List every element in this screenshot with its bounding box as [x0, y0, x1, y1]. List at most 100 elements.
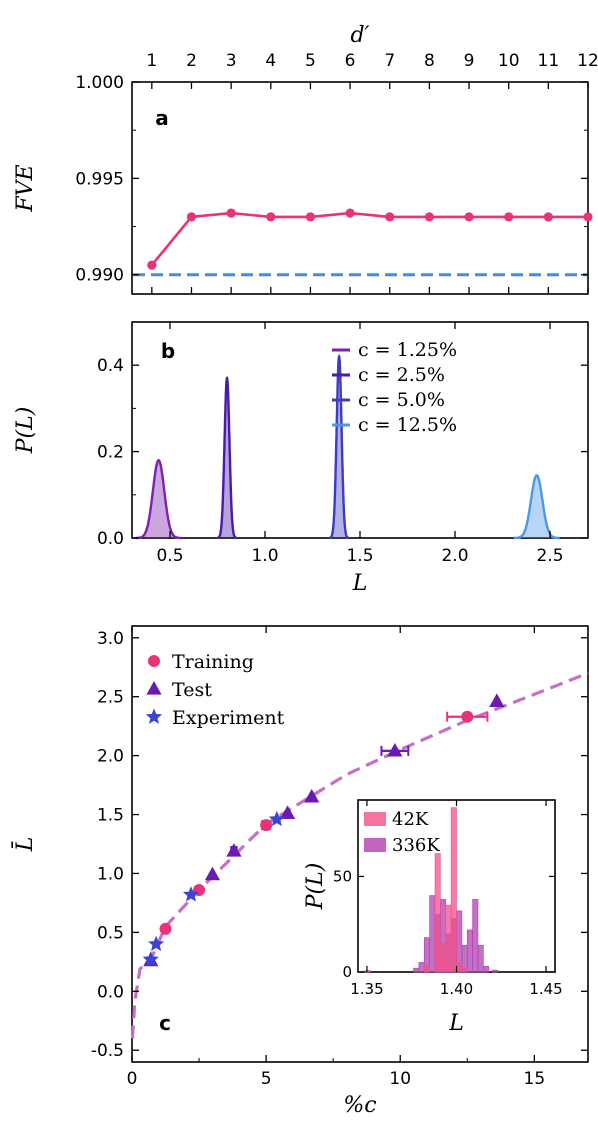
y-tick-label: 0.4 [97, 356, 124, 376]
x-tick-label: 12 [577, 51, 598, 71]
legend-label: c = 5.0% [358, 389, 445, 411]
data-point [305, 212, 316, 222]
distribution-fill [513, 475, 560, 538]
data-point [186, 212, 197, 222]
histogram-bar [440, 943, 447, 973]
histogram-bar [434, 853, 441, 973]
legend-label: c = 12.5% [358, 414, 457, 436]
test-point [204, 866, 221, 881]
y-tick-label: 3.0 [97, 629, 124, 649]
legend-marker [145, 708, 163, 724]
x-tick-label: 6 [345, 51, 356, 71]
inset-x-tick-label: 1.45 [529, 980, 562, 998]
y-tick-label: 2.5 [97, 688, 124, 708]
histogram-bar [466, 929, 473, 973]
data-point [226, 208, 236, 218]
x-tick-label: 0 [127, 1069, 138, 1089]
y-tick-label: 1.000 [75, 73, 124, 93]
experiment-point [182, 886, 200, 902]
y-tick-label: 0.2 [97, 443, 124, 463]
histogram-bar [450, 807, 457, 973]
y-axis-label: L̄ [11, 837, 38, 853]
x-tick-label: 8 [424, 51, 435, 71]
histogram-bar [477, 944, 484, 973]
x-tick-label: 2.5 [536, 546, 563, 566]
test-point [279, 805, 296, 819]
y-tick-label: 0.5 [97, 923, 124, 943]
legend-label: Experiment [172, 707, 285, 729]
inset-legend-label: 42K [392, 809, 429, 830]
test-point [304, 788, 320, 803]
inset-legend-swatch [364, 838, 386, 852]
y-tick-label: 0.990 [75, 266, 124, 286]
training-point [461, 710, 474, 723]
histogram-bar [483, 965, 490, 973]
histogram-bar [364, 970, 371, 973]
y-tick-label: 2.0 [97, 747, 124, 767]
x-tick-label: 9 [464, 51, 475, 71]
legend-label: c = 2.5% [358, 364, 445, 386]
x-tick-label: 10 [389, 1069, 411, 1089]
y-axis-label: FVE [13, 164, 38, 212]
x-axis-label: d′ [350, 23, 369, 48]
data-point [583, 212, 593, 222]
x-tick-label: 2.0 [441, 546, 468, 566]
inset-x-tick-label: 1.40 [440, 980, 473, 998]
data-point [504, 212, 514, 222]
experiment-point [148, 935, 165, 951]
x-tick-label: 1 [146, 51, 157, 71]
x-tick-label: 1.0 [251, 546, 278, 566]
legend-marker [148, 655, 160, 667]
inset-x-axis-label: L [448, 1011, 464, 1036]
data-point [464, 212, 474, 222]
legend-label: Training [172, 651, 254, 673]
panel-label-a: a [155, 106, 169, 130]
x-tick-label: 3 [226, 51, 237, 71]
x-tick-label: 0.5 [156, 546, 183, 566]
test-point [226, 843, 242, 857]
histogram-bar [423, 965, 430, 973]
y-tick-label: -0.5 [91, 1041, 124, 1061]
histogram-bar [429, 895, 436, 973]
inset-legend-swatch [364, 812, 386, 826]
data-point [424, 212, 434, 222]
histogram-bar [472, 899, 479, 973]
histogram-bar [445, 904, 452, 973]
test-point [489, 693, 505, 708]
x-tick-label: 4 [265, 51, 276, 71]
x-tick-label: 15 [524, 1069, 546, 1089]
distribution-curve [135, 458, 182, 540]
y-tick-label: 1.5 [97, 806, 124, 826]
panel-label-c: c [159, 1011, 171, 1035]
x-tick-label: 5 [305, 51, 316, 71]
test-point [387, 742, 403, 757]
y-tick-label: 0.995 [75, 169, 124, 189]
x-tick-label: 1.5 [346, 546, 373, 566]
training-point [159, 922, 172, 935]
inset-y-axis-label: P(L) [303, 863, 328, 911]
inset-x-tick-label: 1.35 [350, 980, 383, 998]
x-tick-label: 5 [261, 1069, 272, 1089]
inset-y-tick-label: 50 [333, 867, 352, 885]
legend-label: Test [172, 679, 212, 701]
legend-label: c = 1.25% [358, 339, 457, 361]
histogram-bar [456, 962, 463, 973]
x-axis-label: L [352, 571, 368, 596]
x-axis-label: %c [343, 1093, 376, 1118]
distribution-curve [217, 376, 237, 540]
panel-label-b: b [161, 339, 175, 363]
inset-y-tick-label: 0 [342, 963, 352, 981]
experiment-point [142, 951, 159, 967]
x-tick-label: 10 [498, 51, 520, 71]
distribution-curve [513, 474, 560, 540]
legend-marker [146, 681, 162, 695]
inset-legend-label: 336K [392, 835, 440, 856]
x-tick-label: 2 [186, 51, 197, 71]
data-point [147, 260, 157, 270]
y-tick-label: 0.0 [97, 529, 124, 549]
data-point [385, 212, 395, 222]
training-point [260, 819, 273, 832]
plot-frame-c [131, 625, 589, 1063]
histogram-bar [413, 967, 420, 973]
